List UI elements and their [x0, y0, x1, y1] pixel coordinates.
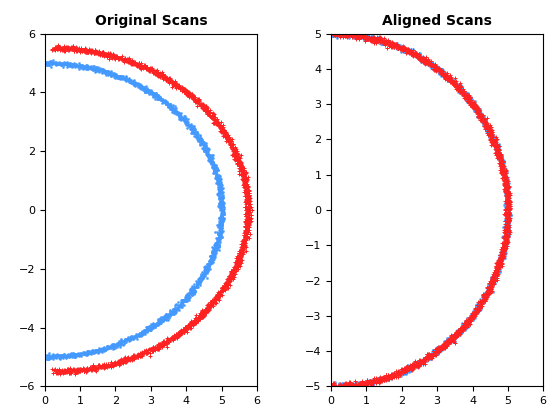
Title: Aligned Scans: Aligned Scans: [382, 14, 492, 28]
Title: Original Scans: Original Scans: [95, 14, 207, 28]
